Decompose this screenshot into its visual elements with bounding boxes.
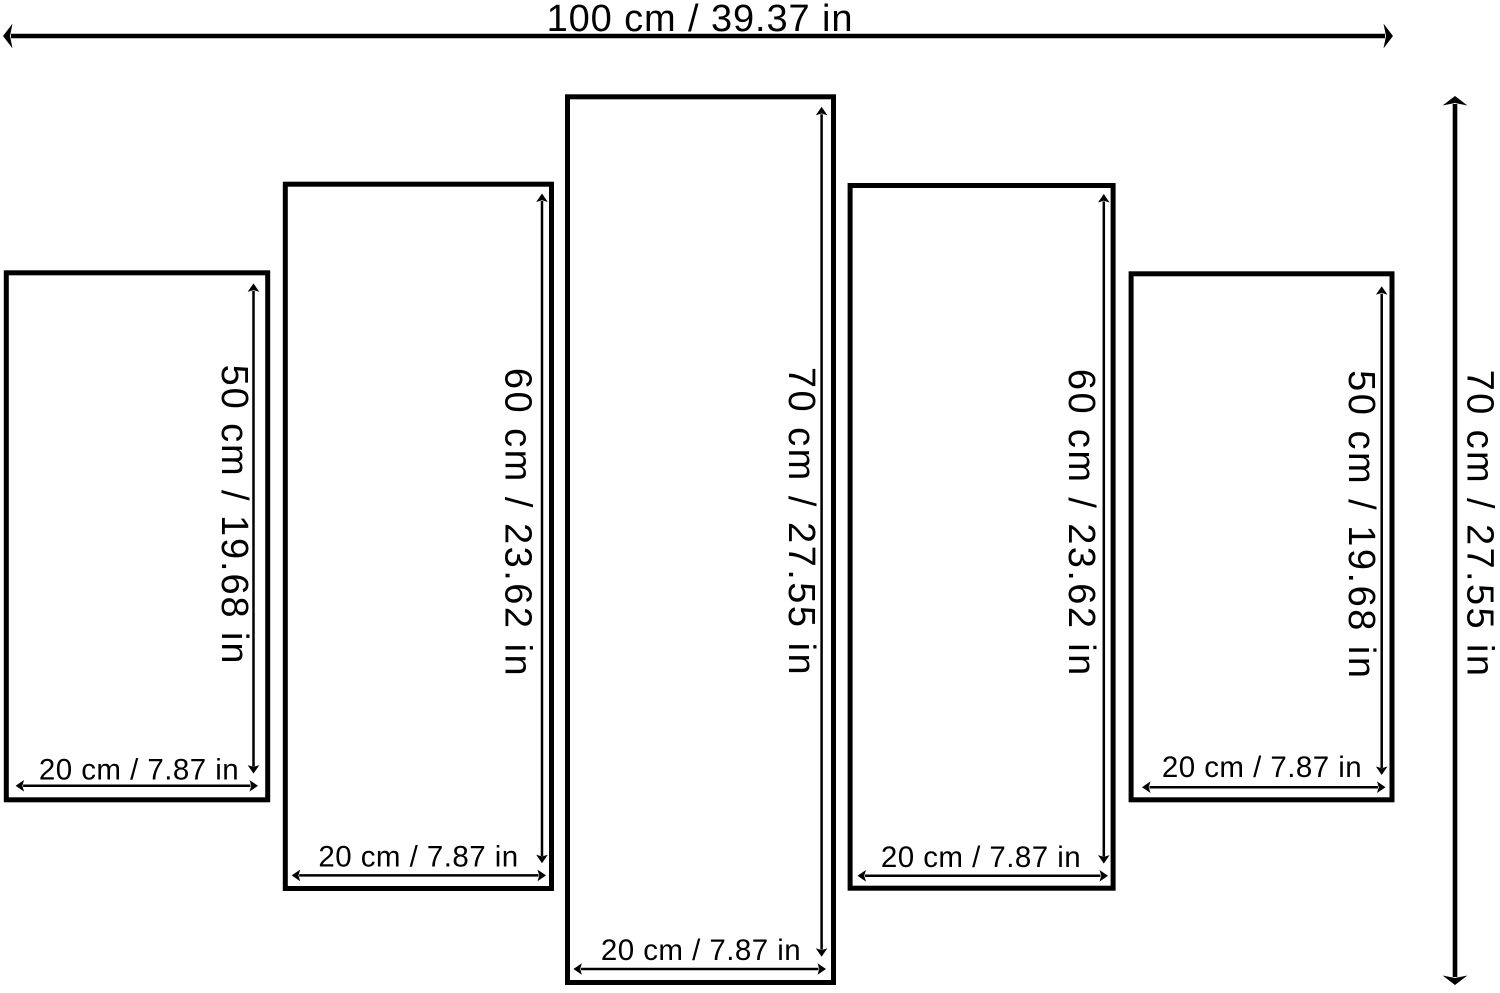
svg-text:60 cm / 23.62 in: 60 cm / 23.62 in (497, 368, 539, 678)
svg-text:50 cm / 19.68 in: 50 cm / 19.68 in (213, 365, 255, 666)
svg-text:50 cm / 19.68 in: 50 cm / 19.68 in (1340, 370, 1382, 680)
svg-text:20 cm / 7.87 in: 20 cm / 7.87 in (601, 934, 801, 967)
svg-text:20 cm / 7.87 in: 20 cm / 7.87 in (318, 841, 518, 874)
svg-text:70 cm / 27.55 in: 70 cm / 27.55 in (780, 367, 822, 677)
svg-text:20 cm / 7.87 in: 20 cm / 7.87 in (881, 841, 1081, 874)
svg-text:20 cm / 7.87 in: 20 cm / 7.87 in (1162, 751, 1362, 784)
svg-text:70 cm / 27.55 in: 70 cm / 27.55 in (1459, 370, 1500, 679)
svg-text:100 cm / 39.37 in: 100 cm / 39.37 in (547, 0, 854, 40)
svg-text:20 cm / 7.87 in: 20 cm / 7.87 in (39, 754, 239, 787)
svg-text:60 cm / 23.62 in: 60 cm / 23.62 in (1060, 369, 1102, 678)
